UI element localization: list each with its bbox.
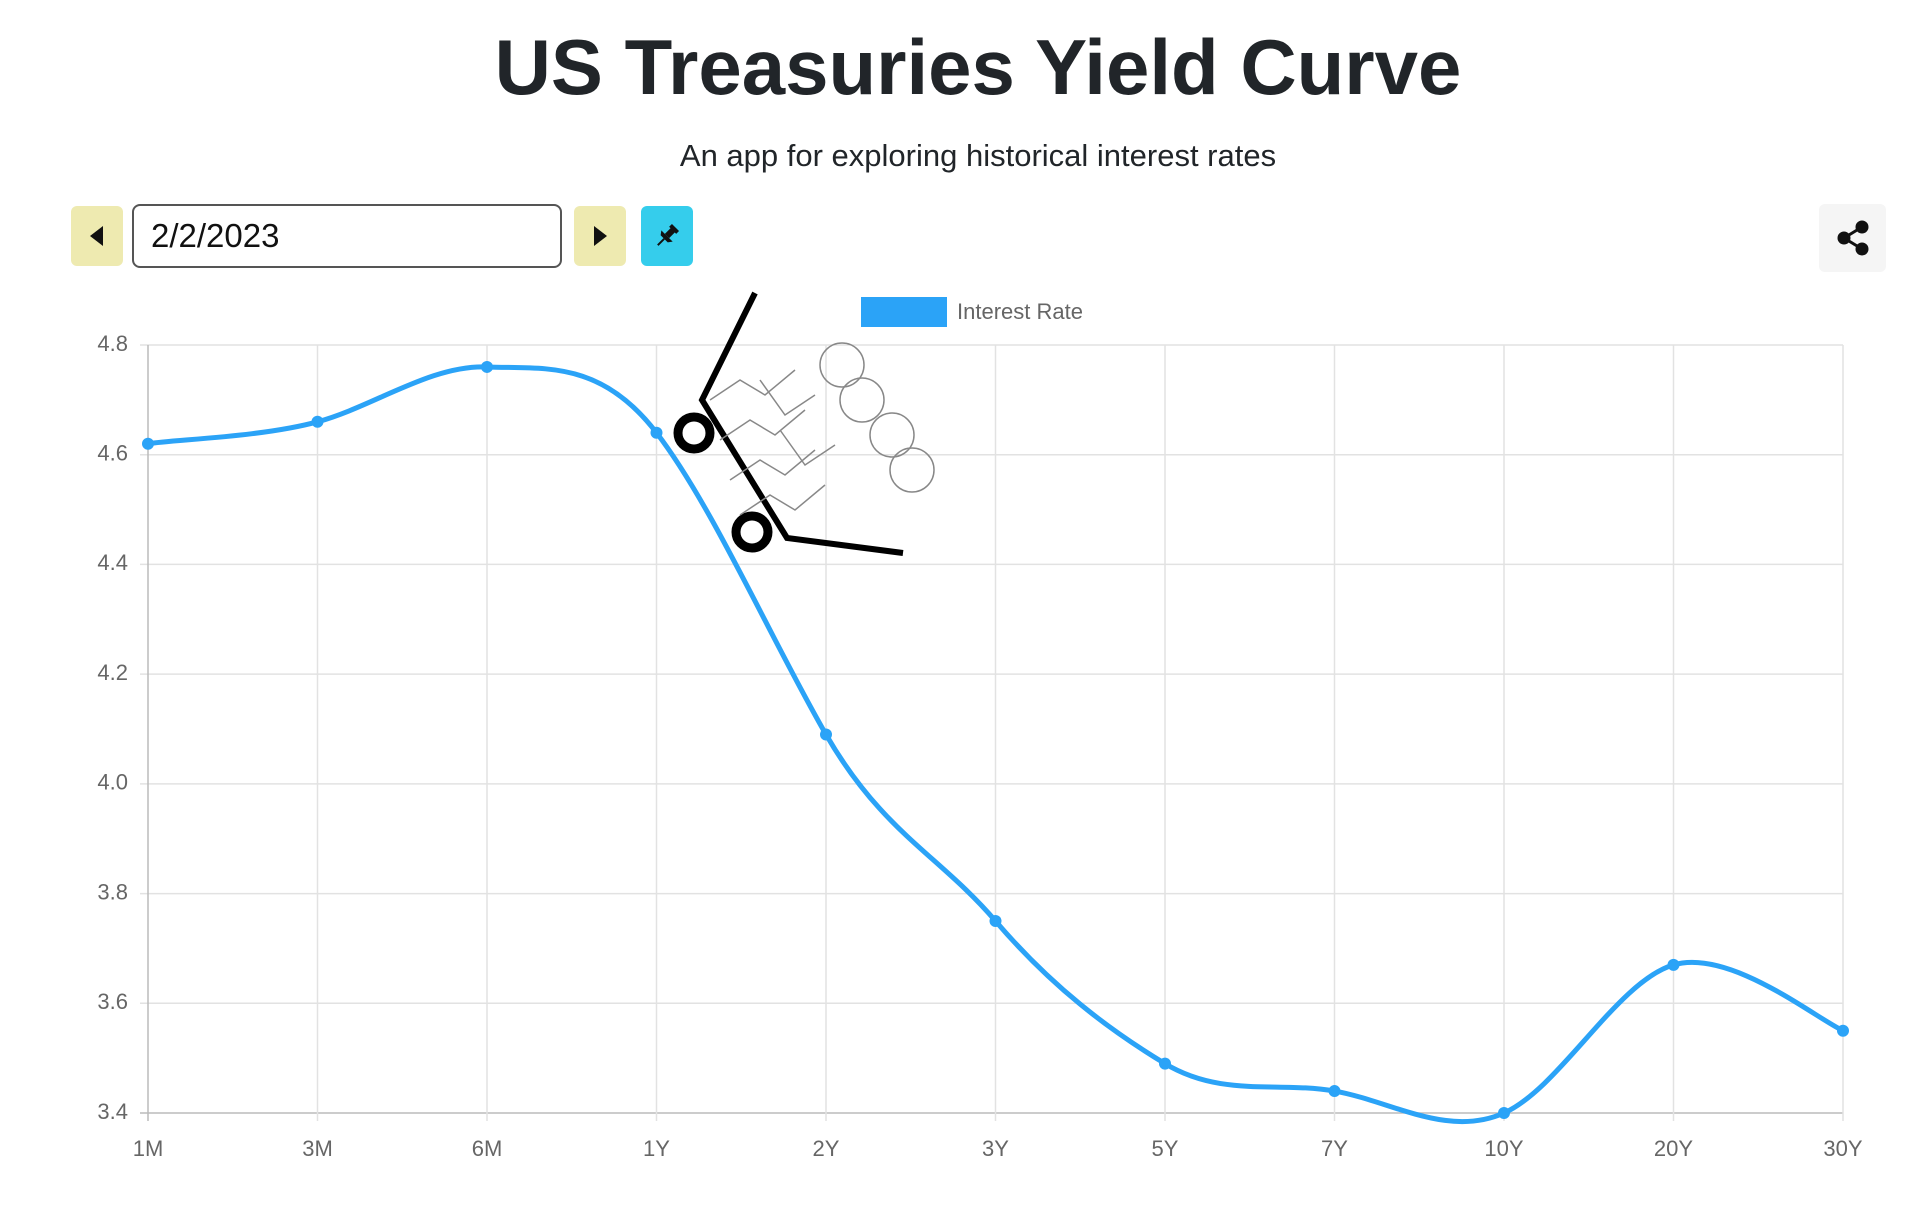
data-point [650,426,663,439]
y-tick-label: 4.8 [97,331,128,356]
pin-button[interactable] [641,206,693,266]
data-point [142,437,154,450]
x-tick-label: 3M [302,1136,333,1161]
legend-swatch [861,297,947,327]
data-point [1498,1107,1510,1119]
x-tick-label: 20Y [1654,1136,1693,1161]
prev-icon [90,226,103,246]
doodle [673,291,935,556]
legend-label: Interest Rate [957,299,1083,324]
x-tick-label: 30Y [1823,1136,1862,1161]
date-input[interactable]: 2/2/2023 [132,204,562,268]
data-point [481,360,493,373]
x-tick-label: 1Y [643,1136,670,1161]
x-tick-label: 6M [472,1136,503,1161]
page-subtitle: An app for exploring historical interest… [679,138,1277,173]
y-tick-label: 3.6 [97,989,128,1014]
x-tick-label: 3Y [982,1136,1009,1161]
x-tick-label: 10Y [1484,1136,1523,1161]
next-icon [594,226,607,246]
next-button[interactable] [574,206,626,266]
y-tick-label: 4.4 [97,550,128,575]
x-tick-label: 7Y [1321,1136,1348,1161]
pin-icon [657,223,680,246]
y-tick-label: 3.8 [97,879,128,904]
data-point [1328,1085,1341,1098]
y-tick-label: 4.2 [97,660,128,685]
data-point [1159,1057,1171,1070]
page-title: US Treasuries Yield Curve [494,23,1462,111]
data-point [1667,958,1680,971]
x-tick-label: 1M [133,1136,164,1161]
y-tick-label: 4.6 [97,441,128,466]
data-point [820,728,832,741]
data-point [311,415,324,428]
share-icon [1837,220,1868,256]
data-point [1837,1024,1849,1037]
prev-button[interactable] [71,206,123,266]
x-tick-label: 5Y [1152,1136,1179,1161]
x-tick-label: 2Y [813,1136,840,1161]
y-tick-label: 3.4 [97,1099,128,1124]
series-line [147,364,1845,1124]
y-tick-label: 4.0 [97,770,128,795]
share-button[interactable] [1819,204,1886,272]
data-point [989,915,1002,927]
